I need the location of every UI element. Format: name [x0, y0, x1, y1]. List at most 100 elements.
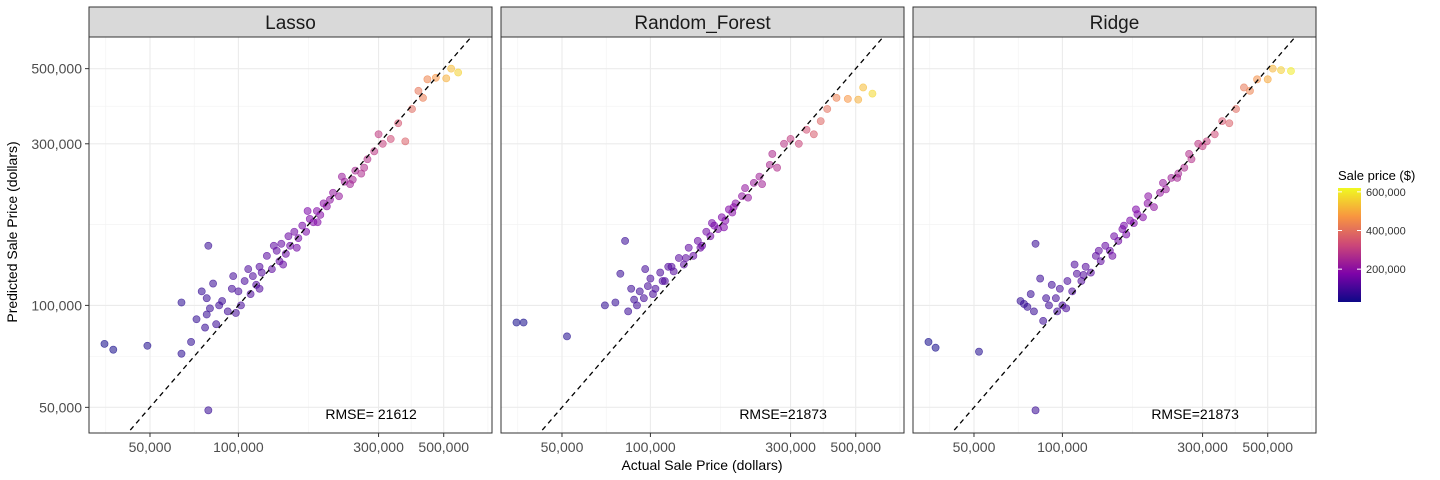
data-point [386, 135, 395, 143]
strip-background [88, 6, 493, 38]
data-point [348, 175, 357, 184]
data-point [1070, 260, 1079, 269]
data-point [758, 180, 766, 189]
y-axis-title: Predicted Sale Price (dollars) [4, 141, 20, 322]
data-point [209, 279, 217, 288]
data-point [1210, 130, 1219, 139]
x-tick-label: 100,000 [213, 439, 264, 455]
color-legend: Sale price ($) 200,000 400,000 600,000 [1338, 168, 1415, 302]
data-point [1198, 142, 1207, 151]
strip-background [912, 6, 1317, 38]
data-point [257, 268, 266, 277]
data-point [859, 83, 868, 92]
data-point [1101, 241, 1110, 250]
data-point [202, 294, 211, 303]
data-point [454, 68, 463, 77]
data-point [197, 287, 206, 296]
data-point [693, 237, 702, 245]
data-point [294, 234, 303, 242]
data-point [1081, 262, 1090, 271]
data-point [284, 232, 293, 241]
strip-label: Ridge [1090, 13, 1140, 34]
data-point [1031, 239, 1040, 248]
data-point [633, 301, 641, 310]
data-point [279, 260, 288, 269]
data-point [1144, 192, 1153, 201]
data-point [674, 254, 683, 262]
data-point [227, 284, 236, 293]
data-point [975, 347, 983, 356]
data-point [1051, 294, 1060, 303]
data-point [1039, 316, 1048, 325]
data-point [1023, 302, 1032, 311]
data-point [1031, 406, 1040, 415]
data-point [639, 294, 648, 303]
data-point [1036, 274, 1045, 283]
data-point [624, 307, 633, 316]
data-point [229, 272, 238, 281]
x-tick-label: 300,000 [353, 439, 404, 455]
data-point [794, 139, 803, 148]
facet-panels: Lasso RMSE= 21612 50,000 100,000 300,000 500,… [31, 6, 1317, 455]
data-point [1079, 271, 1088, 279]
data-point [931, 343, 940, 352]
data-point [1180, 163, 1189, 172]
y-tick-label: 300,000 [31, 136, 82, 152]
data-point [621, 237, 629, 245]
data-point [519, 318, 528, 327]
data-point [809, 130, 818, 139]
data-point [370, 147, 379, 156]
y-tick-label: 50,000 [39, 399, 82, 415]
data-point [1139, 213, 1147, 222]
data-point [924, 338, 933, 346]
data-point [187, 338, 195, 346]
data-point [292, 243, 301, 252]
data-point [1108, 251, 1117, 260]
panel-data-layer [512, 37, 885, 433]
data-point [1159, 178, 1167, 187]
data-point [1094, 246, 1103, 255]
data-point [303, 207, 312, 215]
x-tick-label: 500,000 [418, 439, 469, 455]
data-point [1063, 277, 1072, 285]
data-point [1055, 284, 1064, 293]
data-point [816, 117, 825, 126]
data-point [240, 277, 249, 285]
x-tick-label: 100,000 [625, 439, 676, 455]
reference-line-y-equals-x [538, 37, 885, 433]
x-tick-label: 500,000 [830, 439, 881, 455]
data-point [1120, 221, 1128, 230]
data-point [1132, 205, 1140, 214]
data-point [234, 287, 243, 296]
data-point [206, 304, 214, 313]
data-point [1072, 269, 1081, 278]
data-point [1225, 119, 1234, 128]
data-point [563, 332, 571, 341]
x-tick-label: 50,000 [129, 439, 172, 455]
data-point [374, 130, 383, 139]
data-point [360, 163, 369, 172]
legend-title: Sale price ($) [1338, 168, 1415, 183]
data-point [1202, 137, 1211, 146]
data-point [201, 323, 209, 332]
y-tick-label: 100,000 [31, 297, 82, 313]
panel-data-layer [924, 37, 1297, 433]
data-point [1047, 280, 1056, 289]
data-point [204, 406, 213, 415]
data-point [708, 219, 716, 227]
data-point [100, 339, 109, 348]
data-point [223, 307, 232, 316]
x-tick-label: 100,000 [1037, 439, 1088, 455]
data-point [667, 262, 676, 271]
legend-ticks: 200,000 400,000 600,000 [1338, 187, 1406, 276]
legend-tick-label: 600,000 [1366, 187, 1406, 199]
data-point [419, 93, 427, 102]
x-tick-label: 300,000 [765, 439, 816, 455]
data-point [277, 239, 286, 248]
data-point [442, 74, 451, 83]
data-point [1268, 64, 1277, 73]
data-point [1253, 75, 1261, 84]
data-point [192, 315, 201, 324]
data-point [255, 284, 264, 293]
